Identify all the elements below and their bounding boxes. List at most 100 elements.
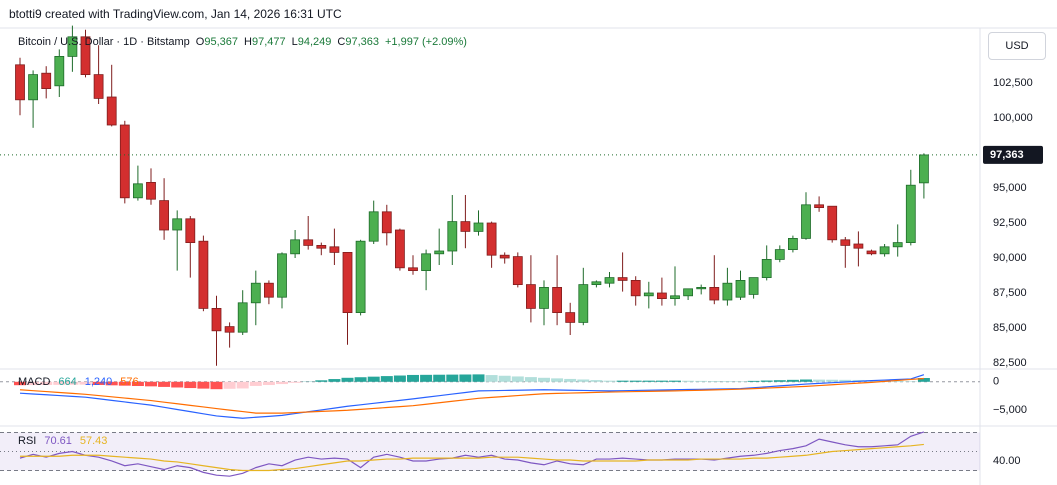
ohlc-value: 97,477: [251, 36, 286, 48]
y-tick-label: 87,500: [993, 287, 1027, 299]
candle-body: [814, 204, 824, 209]
ohlc-value: 97,363: [345, 36, 379, 48]
candle-body: [853, 243, 864, 249]
y-tick-label: 82,500: [993, 357, 1027, 369]
candle-body: [119, 124, 130, 199]
histogram-bar: [158, 381, 171, 387]
histogram-bar: [27, 381, 40, 386]
histogram-bar: [773, 380, 786, 382]
histogram-bar: [800, 379, 812, 382]
histogram-bar: [511, 376, 524, 382]
histogram-bar: [66, 381, 79, 385]
change: +1,997 (+2.09%): [385, 36, 467, 48]
candle-body: [342, 252, 353, 314]
candle-body: [919, 154, 929, 184]
histogram-bar: [145, 381, 157, 387]
histogram-bar: [551, 378, 564, 382]
histogram-bar: [734, 381, 747, 382]
candle-body: [552, 287, 562, 314]
candle-body: [709, 287, 720, 301]
histogram-bar: [655, 380, 668, 382]
histogram-bar: [682, 380, 695, 382]
pane-title: RSI: [18, 435, 36, 447]
histogram-bar: [184, 381, 197, 389]
histogram-bar: [904, 381, 917, 382]
candle-body: [381, 211, 392, 234]
candle-body: [408, 267, 418, 272]
candle-body: [277, 253, 287, 298]
histogram-bar: [642, 380, 655, 382]
histogram-bar: [786, 379, 799, 382]
candle-body: [748, 277, 759, 295]
histogram-bar: [485, 375, 498, 382]
candle-body: [879, 246, 890, 255]
candle-body: [591, 281, 602, 286]
candle-body: [80, 36, 91, 76]
histogram-bar: [79, 381, 92, 385]
histogram-bar: [538, 377, 550, 382]
y-tick-label: 90,000: [993, 252, 1027, 264]
histogram-bar: [564, 378, 577, 382]
histogram-bar: [328, 379, 341, 382]
histogram-bar: [236, 381, 249, 389]
rsi-ma-line: [20, 443, 924, 472]
histogram-bar: [577, 379, 590, 382]
candle-body: [434, 250, 445, 255]
legend-value: 57.43: [80, 435, 108, 447]
candle-body: [499, 254, 510, 259]
y-tick-label: 100,000: [993, 112, 1033, 124]
candle-body: [237, 302, 248, 333]
histogram-bar: [131, 381, 144, 387]
candle-body: [905, 184, 916, 244]
candle-body: [67, 36, 78, 57]
candle-body: [761, 259, 772, 279]
candle-body: [473, 222, 484, 232]
candle-body: [788, 238, 798, 251]
candle-body: [460, 221, 471, 232]
candle-body: [146, 182, 156, 200]
candle-body: [290, 239, 301, 255]
ohlc-value: 95,367: [204, 36, 238, 48]
candle-body: [368, 211, 379, 242]
ohlc-value: 94,249: [297, 36, 332, 48]
ohlc-close: C97,363: [337, 36, 379, 48]
ohlc-key: C: [337, 36, 346, 48]
histogram-bar: [760, 380, 773, 382]
y-tick-label: 95,000: [993, 182, 1027, 194]
histogram-bar: [276, 381, 288, 385]
histogram-bar: [616, 380, 629, 382]
legend-value: 576: [120, 376, 138, 388]
candle-body: [840, 239, 851, 246]
currency-button[interactable]: USD: [988, 32, 1046, 60]
candle-body: [211, 308, 222, 332]
candle-body: [93, 74, 104, 99]
histogram-bar: [315, 380, 328, 382]
ohlc-high: H97,477: [244, 36, 286, 48]
candle-body: [827, 205, 838, 241]
symbol-legend: Bitcoin / U.S. Dollar · 1D · Bitstamp O9…: [18, 36, 467, 48]
candle-body: [329, 246, 340, 253]
histogram-bar: [341, 377, 354, 382]
candle-body: [224, 326, 235, 333]
ohlc-key: L: [291, 36, 298, 48]
candle-body: [486, 222, 497, 256]
candle-body: [565, 312, 576, 323]
candle-body: [526, 284, 536, 309]
last-price-badge: [983, 145, 1043, 164]
candle-body: [106, 96, 117, 126]
histogram-bar: [747, 380, 760, 382]
histogram-bar: [197, 381, 210, 389]
candle-body: [735, 280, 746, 298]
candle-body: [696, 287, 707, 290]
histogram-bar: [433, 374, 446, 382]
histogram-bar: [708, 380, 721, 382]
candle-body: [15, 64, 25, 101]
candle-body: [617, 277, 628, 281]
pane-title: MACD: [18, 376, 50, 388]
y-tick-label: 102,500: [993, 77, 1033, 89]
legend-value: 70.61: [44, 435, 72, 447]
candle-body: [604, 277, 615, 284]
histogram-bar: [354, 377, 367, 382]
candle-body: [250, 282, 261, 304]
candle-body: [394, 229, 405, 269]
